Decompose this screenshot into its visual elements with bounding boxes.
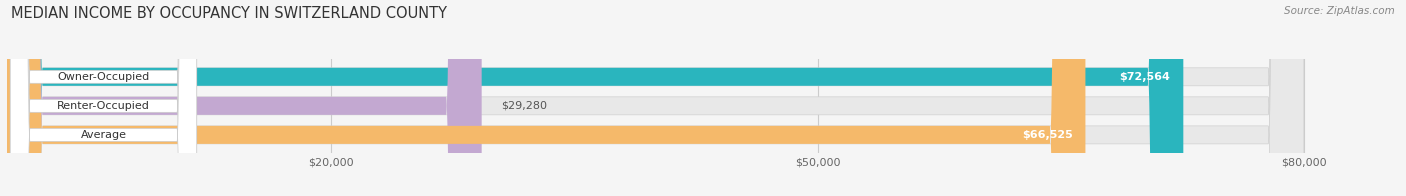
Text: Source: ZipAtlas.com: Source: ZipAtlas.com	[1284, 6, 1395, 16]
FancyBboxPatch shape	[7, 0, 1184, 196]
FancyBboxPatch shape	[10, 0, 197, 196]
FancyBboxPatch shape	[7, 0, 1303, 196]
FancyBboxPatch shape	[7, 0, 1303, 196]
Text: $29,280: $29,280	[501, 101, 547, 111]
Text: Owner-Occupied: Owner-Occupied	[58, 72, 149, 82]
Text: MEDIAN INCOME BY OCCUPANCY IN SWITZERLAND COUNTY: MEDIAN INCOME BY OCCUPANCY IN SWITZERLAN…	[11, 6, 447, 21]
FancyBboxPatch shape	[7, 0, 1303, 196]
FancyBboxPatch shape	[7, 0, 1085, 196]
FancyBboxPatch shape	[10, 0, 197, 196]
Text: Renter-Occupied: Renter-Occupied	[58, 101, 150, 111]
FancyBboxPatch shape	[10, 0, 197, 196]
Text: $72,564: $72,564	[1119, 72, 1170, 82]
Text: $66,525: $66,525	[1022, 130, 1073, 140]
FancyBboxPatch shape	[7, 0, 482, 196]
Text: Average: Average	[80, 130, 127, 140]
